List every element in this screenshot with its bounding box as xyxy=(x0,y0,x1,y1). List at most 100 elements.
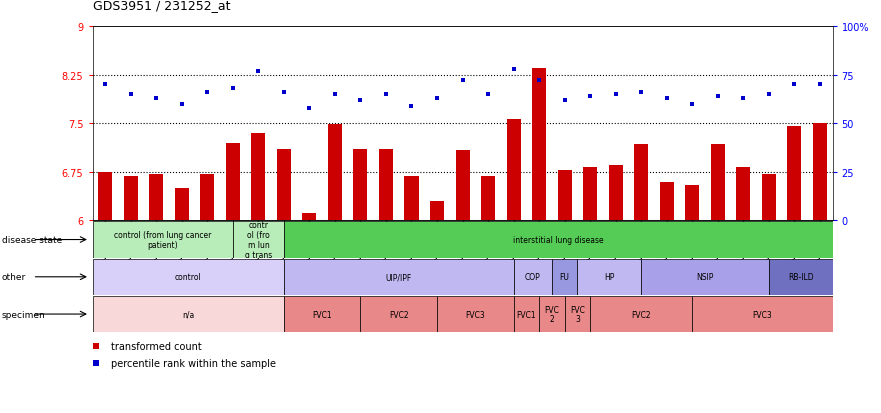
Bar xyxy=(284,296,360,332)
Point xyxy=(226,85,240,92)
Bar xyxy=(507,119,521,221)
Text: n/a: n/a xyxy=(182,310,195,319)
Text: interstitial lung disease: interstitial lung disease xyxy=(513,235,603,244)
Bar xyxy=(93,222,233,258)
Bar xyxy=(284,222,833,258)
Bar xyxy=(514,259,552,295)
Point xyxy=(430,95,444,102)
Bar xyxy=(328,125,342,221)
Bar xyxy=(455,151,470,221)
Bar xyxy=(583,168,597,221)
Bar xyxy=(481,177,495,221)
Text: FVC1: FVC1 xyxy=(313,310,332,319)
Bar xyxy=(685,185,700,221)
Point xyxy=(685,101,700,108)
Text: FVC2: FVC2 xyxy=(389,310,409,319)
Text: FVC3: FVC3 xyxy=(465,310,485,319)
Bar xyxy=(737,168,751,221)
Bar xyxy=(514,296,539,332)
Point xyxy=(379,91,393,98)
Bar xyxy=(302,213,316,221)
Point xyxy=(660,95,674,102)
Bar xyxy=(233,222,284,258)
Point xyxy=(123,91,137,98)
Bar xyxy=(558,171,572,221)
Bar xyxy=(692,296,833,332)
Bar xyxy=(762,174,776,221)
Text: GDS3951 / 231252_at: GDS3951 / 231252_at xyxy=(93,0,230,12)
Point xyxy=(251,68,265,75)
Text: disease state: disease state xyxy=(2,235,62,244)
Bar xyxy=(379,150,393,221)
Bar xyxy=(552,259,577,295)
Bar xyxy=(251,134,265,221)
Point xyxy=(788,82,802,88)
Text: specimen: specimen xyxy=(2,310,46,319)
Point xyxy=(583,93,597,100)
Bar xyxy=(788,127,802,221)
Text: control (from lung cancer
patient): control (from lung cancer patient) xyxy=(114,230,211,249)
Bar xyxy=(360,296,437,332)
Point xyxy=(302,105,316,112)
Point xyxy=(532,78,546,85)
Point xyxy=(634,90,648,96)
Bar xyxy=(93,259,284,295)
Text: control: control xyxy=(174,273,202,282)
Bar xyxy=(609,166,623,221)
Point xyxy=(89,343,103,350)
Bar xyxy=(404,177,418,221)
Bar xyxy=(200,174,214,221)
Text: percentile rank within the sample: percentile rank within the sample xyxy=(111,358,276,368)
Point xyxy=(711,93,725,100)
Bar xyxy=(711,145,725,221)
Point xyxy=(762,91,776,98)
Point xyxy=(481,91,495,98)
Point xyxy=(277,90,291,96)
Bar xyxy=(590,296,692,332)
Bar xyxy=(769,259,833,295)
Bar xyxy=(577,259,641,295)
Point xyxy=(558,97,572,104)
Point xyxy=(353,97,367,104)
Bar xyxy=(660,182,674,221)
Text: FVC
3: FVC 3 xyxy=(570,305,585,324)
Bar xyxy=(641,259,769,295)
Bar xyxy=(284,259,514,295)
Point xyxy=(98,82,112,88)
Text: HP: HP xyxy=(604,273,614,282)
Text: RB-ILD: RB-ILD xyxy=(788,273,813,282)
Text: FVC3: FVC3 xyxy=(752,310,773,319)
Point xyxy=(328,91,342,98)
Bar xyxy=(123,177,137,221)
Point xyxy=(89,360,103,366)
Point xyxy=(200,90,214,96)
Point xyxy=(404,103,418,110)
Point xyxy=(609,91,623,98)
Text: NSIP: NSIP xyxy=(696,273,714,282)
Point xyxy=(455,78,470,85)
Point xyxy=(149,95,163,102)
Bar xyxy=(99,173,112,221)
Text: FU: FU xyxy=(559,273,569,282)
Point xyxy=(813,82,827,88)
Bar xyxy=(634,145,648,221)
Text: COP: COP xyxy=(525,273,541,282)
Bar xyxy=(813,124,826,221)
Text: FVC
2: FVC 2 xyxy=(544,305,559,324)
Point xyxy=(737,95,751,102)
Bar xyxy=(430,202,444,221)
Text: other: other xyxy=(2,273,26,282)
Bar xyxy=(539,296,565,332)
Text: UIP/IPF: UIP/IPF xyxy=(386,273,411,282)
Bar xyxy=(277,150,291,221)
Text: contr
ol (fro
m lun
g trans: contr ol (fro m lun g trans xyxy=(245,221,272,259)
Bar xyxy=(174,189,189,221)
Bar xyxy=(437,296,514,332)
Bar xyxy=(353,150,367,221)
Text: transformed count: transformed count xyxy=(111,342,202,351)
Text: FVC1: FVC1 xyxy=(516,310,537,319)
Bar xyxy=(532,69,546,221)
Point xyxy=(174,101,189,108)
Bar xyxy=(226,143,240,221)
Bar xyxy=(149,174,163,221)
